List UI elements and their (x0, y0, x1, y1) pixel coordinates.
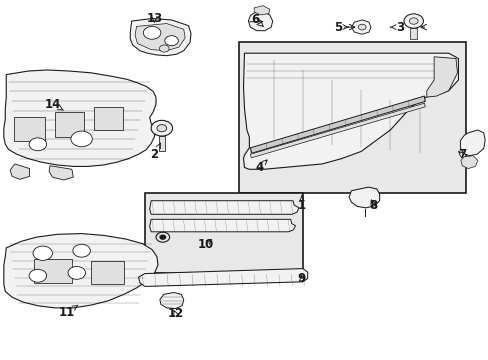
Text: 2: 2 (150, 143, 160, 162)
Polygon shape (4, 234, 158, 308)
Circle shape (164, 36, 178, 46)
Polygon shape (10, 164, 30, 179)
Polygon shape (130, 18, 191, 56)
Circle shape (71, 131, 92, 147)
Polygon shape (160, 293, 183, 309)
Bar (91, 261, 124, 284)
Text: 7: 7 (457, 148, 466, 162)
Polygon shape (459, 130, 484, 156)
Circle shape (157, 125, 166, 132)
Text: 3: 3 (390, 21, 403, 33)
Polygon shape (149, 219, 295, 232)
Circle shape (403, 14, 423, 28)
Text: 1: 1 (297, 196, 305, 212)
Bar (238, 42, 465, 193)
Polygon shape (250, 103, 425, 158)
Polygon shape (348, 187, 379, 208)
Polygon shape (254, 6, 269, 15)
Circle shape (159, 45, 169, 52)
Polygon shape (248, 12, 272, 31)
Polygon shape (409, 28, 416, 39)
Circle shape (33, 246, 52, 260)
Circle shape (358, 24, 366, 30)
Circle shape (73, 244, 90, 257)
Text: 10: 10 (197, 238, 213, 251)
Polygon shape (135, 23, 185, 51)
Circle shape (68, 266, 85, 279)
Text: 12: 12 (167, 307, 183, 320)
Bar (14, 117, 45, 141)
Polygon shape (138, 269, 307, 287)
Text: 8: 8 (368, 198, 377, 212)
Polygon shape (243, 53, 458, 169)
Circle shape (143, 26, 161, 39)
Text: 9: 9 (297, 272, 305, 285)
Polygon shape (351, 20, 370, 34)
Text: 5: 5 (333, 21, 347, 33)
Polygon shape (426, 57, 457, 97)
Polygon shape (49, 166, 73, 180)
Circle shape (151, 120, 172, 136)
Polygon shape (460, 156, 477, 168)
Text: 13: 13 (146, 12, 163, 25)
Circle shape (160, 235, 165, 239)
Polygon shape (250, 96, 425, 153)
Bar (55, 112, 84, 137)
Bar (144, 193, 302, 273)
Polygon shape (4, 70, 156, 166)
Circle shape (29, 269, 46, 282)
Bar (34, 258, 72, 283)
Bar (94, 107, 122, 130)
Text: 11: 11 (59, 305, 78, 319)
Polygon shape (159, 136, 164, 151)
Text: 6: 6 (250, 13, 263, 26)
Text: 4: 4 (254, 160, 266, 174)
Text: 14: 14 (44, 98, 63, 111)
Circle shape (408, 18, 417, 24)
Polygon shape (149, 201, 298, 214)
Circle shape (29, 138, 46, 151)
